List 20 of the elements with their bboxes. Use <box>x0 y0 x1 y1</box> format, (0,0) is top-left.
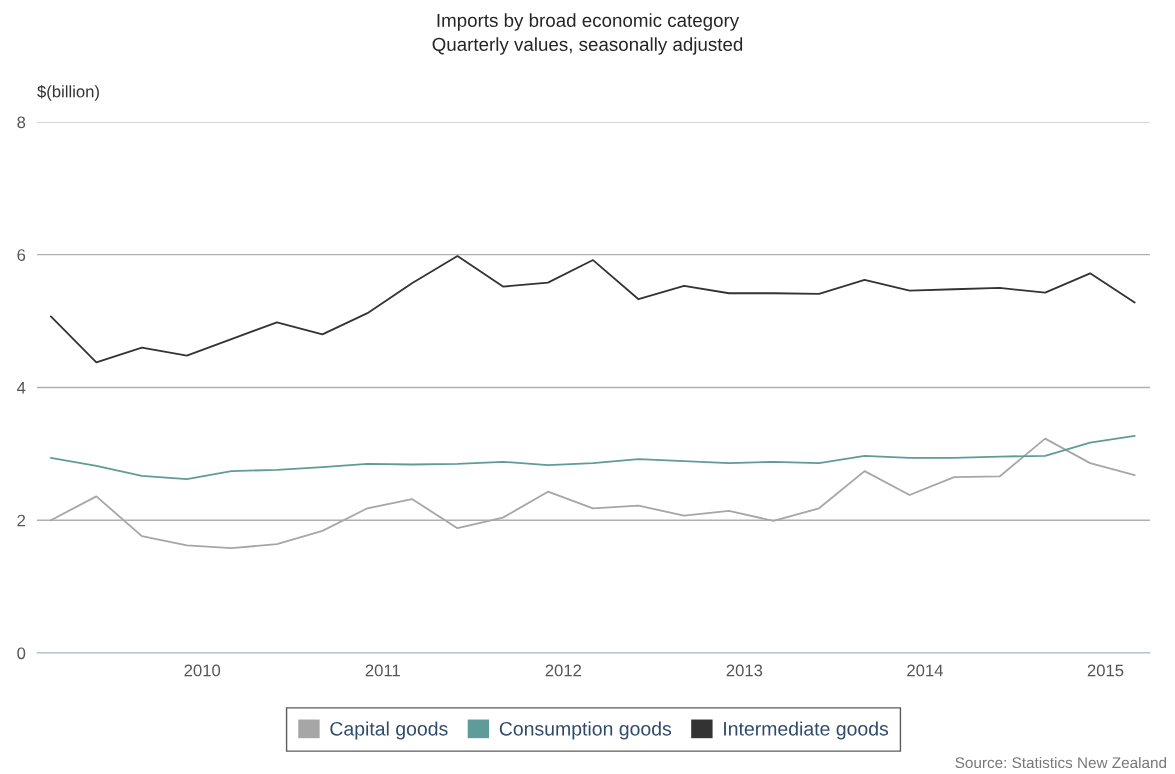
y-tick-label: 4 <box>17 382 26 394</box>
line-series <box>49 435 1136 481</box>
legend-label: Intermediate goods <box>724 721 889 740</box>
x-tick-label: 2014 <box>907 664 943 677</box>
line-series <box>49 255 1136 364</box>
y-tick-label: 6 <box>17 249 26 261</box>
x-tick-label: 2013 <box>726 664 763 677</box>
y-tick-label: 2 <box>17 514 26 527</box>
legend-label: Consumption goods <box>499 721 672 740</box>
chart-subtitle: Quarterly values, seasonally adjusted <box>432 37 743 55</box>
y-tick-label: 0 <box>17 647 26 660</box>
y-axis-title: $(billion) <box>37 84 99 101</box>
legend-label: Capital goods <box>330 721 448 740</box>
x-tick-label: 2010 <box>184 664 221 677</box>
x-tick-label: 2011 <box>365 664 400 677</box>
x-tick-label: 2015 <box>1087 664 1124 677</box>
y-tick-label: 8 <box>17 116 26 129</box>
chart-title: Imports by broad economic category <box>437 13 740 31</box>
x-tick-label: 2012 <box>545 664 582 677</box>
source-note: Source: Statistics New Zealand <box>955 756 1167 769</box>
